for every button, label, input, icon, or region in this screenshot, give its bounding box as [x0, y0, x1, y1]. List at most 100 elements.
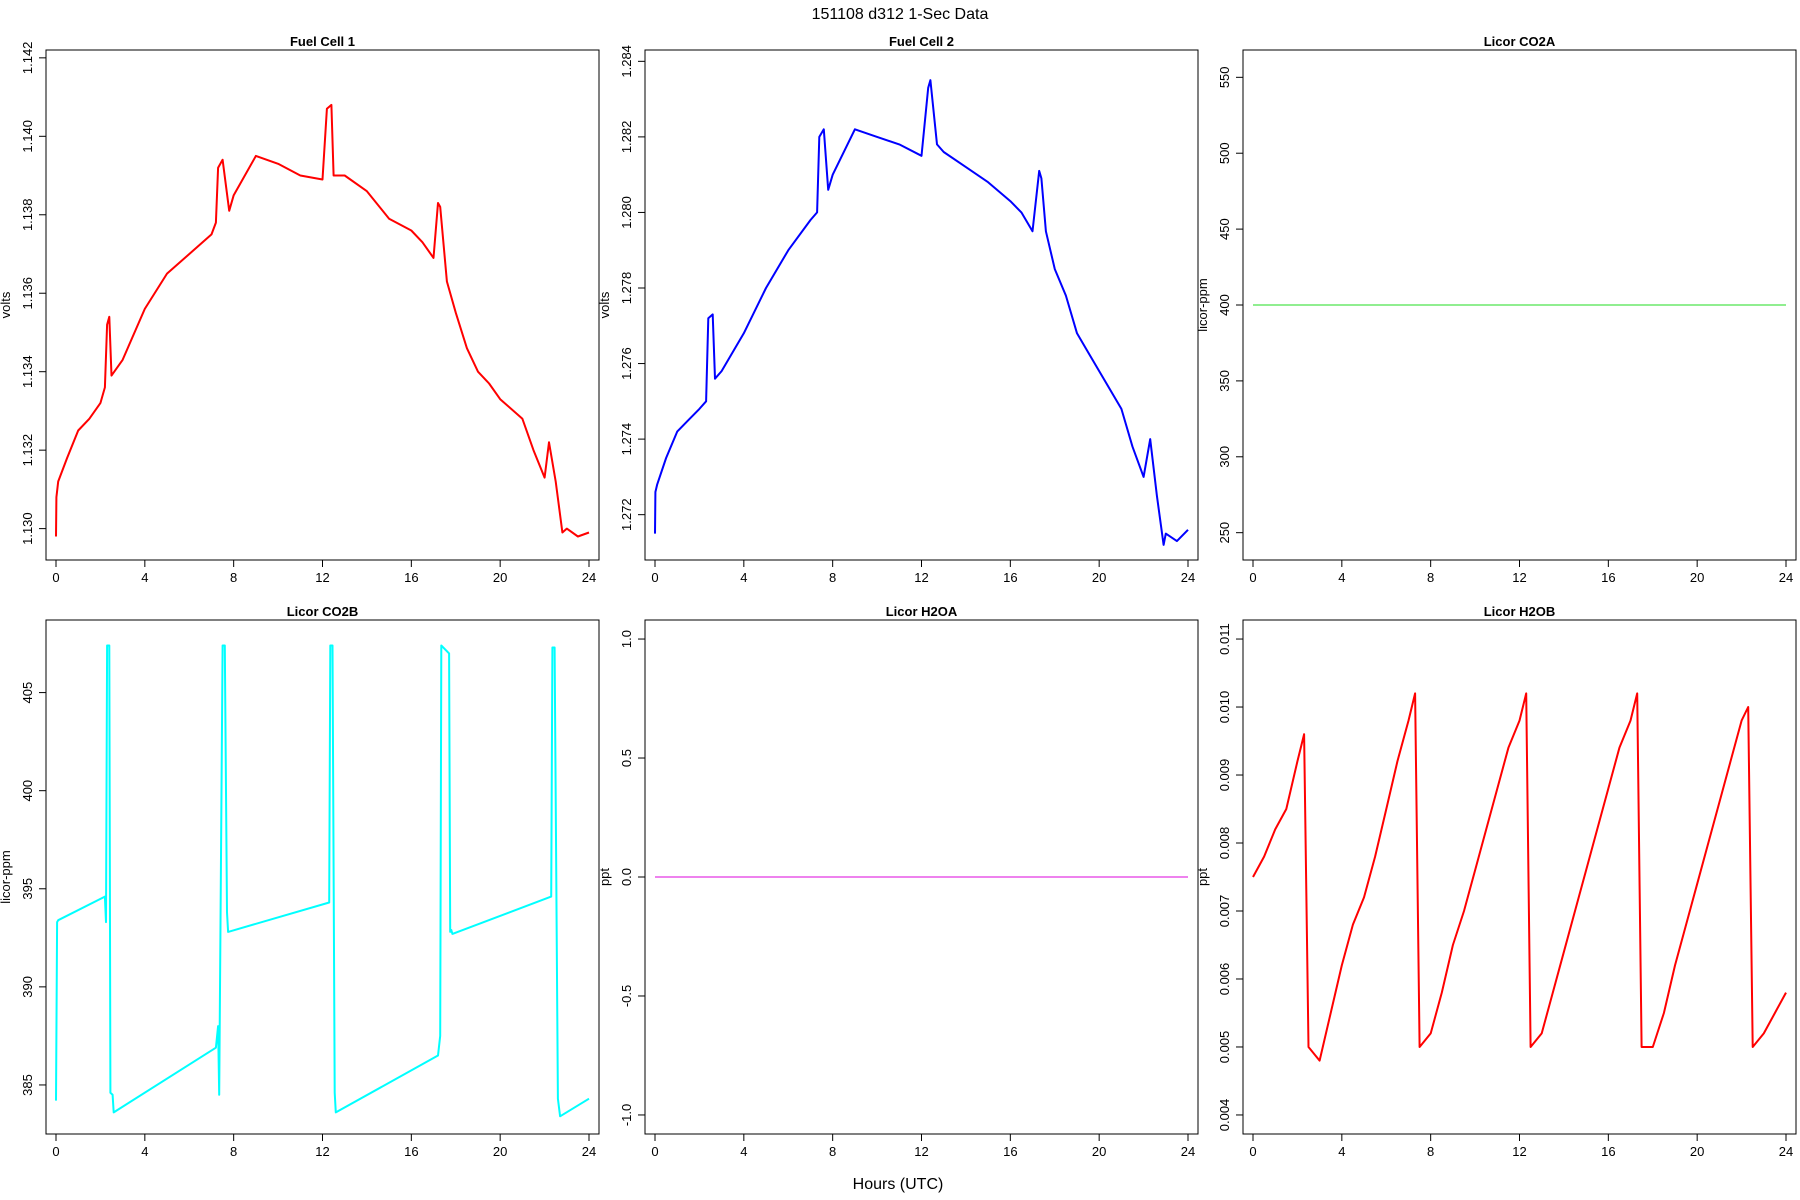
- y-tick-label: 0.010: [1217, 691, 1232, 724]
- x-tick-label: 20: [1690, 570, 1704, 585]
- x-tick-label: 20: [493, 570, 507, 585]
- x-tick-label: 0: [52, 570, 59, 585]
- y-tick-label: 1.140: [20, 120, 35, 153]
- x-tick-label: 8: [230, 1144, 237, 1159]
- figure-title: 151108 d312 1-Sec Data: [812, 6, 989, 23]
- y-tick-label: 350: [1217, 370, 1232, 392]
- y-tick-label: 1.276: [619, 347, 634, 380]
- y-tick-label: 400: [20, 780, 35, 802]
- x-tick-label: 24: [1779, 570, 1793, 585]
- plot-frame: [644, 49, 1199, 561]
- panel-5: Licor H2OA ppt 0 4 8 12 16 20 24 -1.0 -0.5 0.0 0.5 1.…: [597, 604, 1199, 1159]
- y-tick-label: 0.009: [1217, 759, 1232, 792]
- panel-title: Licor H2OA: [886, 604, 958, 619]
- x-tick-label: 4: [1338, 570, 1345, 585]
- x-tick-label: 20: [1092, 570, 1106, 585]
- y-tick-label: 1.284: [619, 45, 634, 78]
- y-tick-label: 0.008: [1217, 827, 1232, 860]
- y-tick-label: 395: [20, 878, 35, 900]
- x-tick-label: 16: [404, 570, 418, 585]
- y-axis-label: ppt: [597, 868, 612, 886]
- panel-2: Fuel Cell 2 volts 0 4 8 12 16 20 24 1.272 1.274 1.2…: [597, 34, 1199, 585]
- x-tick-label: 20: [1690, 1144, 1704, 1159]
- panel-title: Licor CO2B: [287, 604, 359, 619]
- x-tick-label: 8: [230, 570, 237, 585]
- y-tick-label: 1.130: [20, 512, 35, 545]
- series-line: [55, 103, 590, 538]
- x-tick-label: 8: [829, 1144, 836, 1159]
- y-tick-label: 385: [20, 1074, 35, 1096]
- x-tick-label: 12: [315, 1144, 329, 1159]
- x-tick-label: 0: [52, 1144, 59, 1159]
- x-tick-label: 24: [1181, 570, 1195, 585]
- x-tick-label: 8: [829, 570, 836, 585]
- x-tick-label: 0: [1249, 570, 1256, 585]
- y-tick-label: 1.132: [20, 434, 35, 467]
- y-tick-label: 300: [1217, 446, 1232, 468]
- x-tick-label: 24: [1181, 1144, 1195, 1159]
- y-tick-label: 405: [20, 682, 35, 704]
- y-tick-label: 0.006: [1217, 963, 1232, 996]
- x-tick-label: 4: [1338, 1144, 1345, 1159]
- y-tick-label: 1.136: [20, 277, 35, 310]
- x-tick-label: 20: [493, 1144, 507, 1159]
- y-tick-label: 1.0: [619, 630, 634, 648]
- y-tick-label: 1.278: [619, 272, 634, 305]
- panel-title: Fuel Cell 1: [290, 34, 355, 49]
- x-tick-label: 4: [740, 570, 747, 585]
- panel-title: Fuel Cell 2: [889, 34, 954, 49]
- panel-title: Licor CO2A: [1484, 34, 1556, 49]
- y-tick-label: 0.007: [1217, 895, 1232, 928]
- panel-3: Licor CO2A licor-ppm 0 4 8 12 16 20 24 250 300 350 4…: [1195, 34, 1797, 585]
- y-tick-label: 1.282: [619, 121, 634, 154]
- y-tick-label: 1.280: [619, 196, 634, 229]
- series-line: [55, 644, 590, 1118]
- y-tick-label: 1.134: [20, 355, 35, 388]
- x-tick-label: 0: [1249, 1144, 1256, 1159]
- y-tick-label: 0.005: [1217, 1031, 1232, 1064]
- plot-frame: [45, 619, 600, 1135]
- x-tick-label: 4: [141, 570, 148, 585]
- x-tick-label: 12: [315, 570, 329, 585]
- x-tick-label: 12: [914, 570, 928, 585]
- x-tick-label: 16: [404, 1144, 418, 1159]
- x-tick-label: 24: [582, 1144, 596, 1159]
- x-tick-label: 20: [1092, 1144, 1106, 1159]
- panel-4: Licor CO2B licor-ppm 0 4 8 12 16 20 24 385 390 395 4…: [0, 604, 600, 1159]
- y-tick-label: -1.0: [619, 1104, 634, 1126]
- x-tick-label: 8: [1427, 570, 1434, 585]
- x-tick-label: 16: [1601, 570, 1615, 585]
- y-axis-label: licor-ppm: [0, 850, 13, 903]
- x-tick-label: 16: [1003, 1144, 1017, 1159]
- x-tick-label: 12: [1512, 570, 1526, 585]
- y-axis-label: volts: [597, 291, 612, 318]
- x-tick-label: 8: [1427, 1144, 1434, 1159]
- figure-xlabel: Hours (UTC): [853, 1176, 944, 1193]
- y-tick-label: 550: [1217, 66, 1232, 88]
- series-line: [654, 79, 1189, 546]
- y-tick-label: 0.0: [619, 868, 634, 886]
- x-tick-label: 24: [582, 570, 596, 585]
- x-tick-label: 4: [740, 1144, 747, 1159]
- y-tick-label: 500: [1217, 142, 1232, 164]
- x-tick-label: 0: [651, 1144, 658, 1159]
- y-axis-label: volts: [0, 291, 13, 318]
- x-tick-label: 12: [914, 1144, 928, 1159]
- y-tick-label: 390: [20, 976, 35, 998]
- y-tick-label: 0.5: [619, 749, 634, 767]
- x-tick-label: 12: [1512, 1144, 1526, 1159]
- y-tick-label: -0.5: [619, 985, 634, 1007]
- x-tick-label: 24: [1779, 1144, 1793, 1159]
- series-line: [1252, 692, 1787, 1062]
- x-tick-label: 16: [1003, 570, 1017, 585]
- y-tick-label: 0.011: [1217, 623, 1232, 655]
- y-axis-label: licor-ppm: [1195, 278, 1210, 331]
- y-axis-label: ppt: [1195, 868, 1210, 886]
- panel-1: Fuel Cell 1 volts 0 4 8 12 16 20 24 1.130 1.132 1.1…: [0, 34, 600, 585]
- x-tick-label: 0: [651, 570, 658, 585]
- plot-frame: [1242, 619, 1797, 1135]
- y-tick-label: 1.142: [20, 42, 35, 75]
- y-tick-label: 1.272: [619, 498, 634, 531]
- panels: Fuel Cell 1 volts 0 4 8 12 16 20 24 1.130 1.132 1.1…: [0, 34, 1797, 1159]
